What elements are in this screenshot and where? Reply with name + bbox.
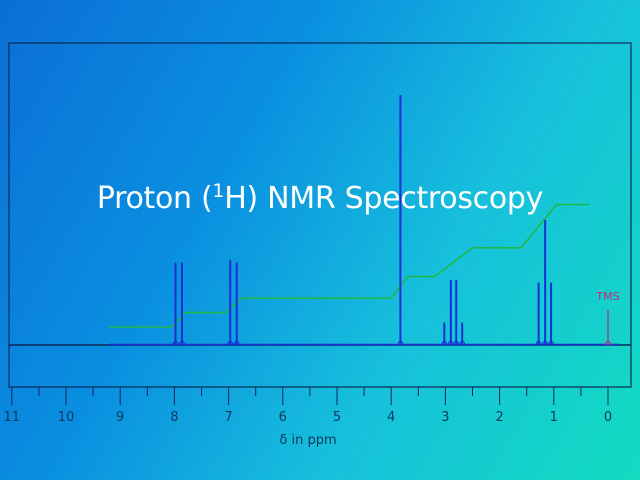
x-tick-label: 10 <box>58 410 75 425</box>
x-tick-label: 3 <box>441 410 449 425</box>
title-superscript: 1 <box>212 180 225 202</box>
x-tick-label: 9 <box>116 410 124 425</box>
x-axis-label: δ in ppm <box>279 433 336 448</box>
tms-label: TMS <box>595 290 619 303</box>
x-tick-label: 2 <box>495 410 503 425</box>
plot-frame <box>8 42 632 388</box>
x-tick-label: 5 <box>333 410 341 425</box>
x-tick-label: 0 <box>604 410 612 425</box>
x-tick-label: 8 <box>170 410 178 425</box>
slide-title: Proton (1H) NMR Spectroscopy <box>0 180 640 216</box>
title-suffix: H) NMR Spectroscopy <box>224 181 544 216</box>
x-tick-label: 7 <box>224 410 232 425</box>
x-tick-label: 4 <box>387 410 395 425</box>
x-tick-label: 1 <box>550 410 558 425</box>
title-prefix: Proton ( <box>96 181 213 216</box>
x-tick-label: 11 <box>4 410 21 425</box>
x-axis-ticks: 11 10 9 8 7 6 5 4 3 2 1 0 <box>4 387 612 425</box>
x-tick-label: 6 <box>279 410 287 425</box>
spectrum-peaks <box>109 95 620 346</box>
